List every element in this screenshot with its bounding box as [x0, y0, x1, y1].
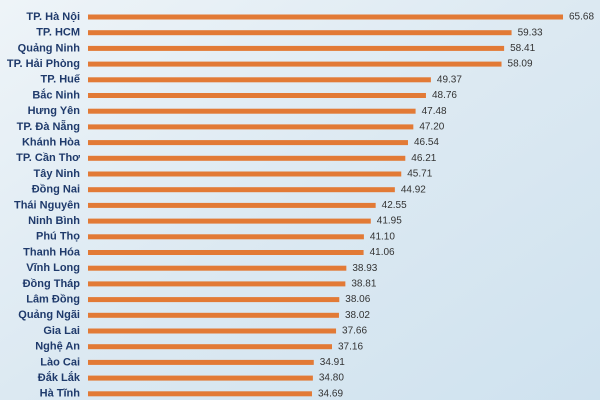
bar: [88, 265, 347, 271]
value-label: 38.93: [352, 263, 377, 274]
bar: [88, 202, 376, 208]
bar: [88, 281, 346, 287]
bar: [88, 234, 364, 240]
category-label: Vĩnh Long: [26, 262, 80, 274]
value-label: 37.66: [342, 326, 367, 337]
value-label: 37.16: [338, 341, 363, 352]
category-label: Quảng Ngãi: [18, 309, 80, 321]
category-label: Tây Ninh: [34, 168, 81, 180]
value-label: 34.80: [319, 373, 344, 384]
value-label: 46.54: [414, 137, 439, 148]
bar: [88, 375, 313, 381]
bar: [88, 45, 505, 51]
value-label: 65.68: [569, 12, 594, 23]
value-label: 34.91: [320, 357, 345, 368]
category-label: Hà Tĩnh: [40, 388, 81, 400]
value-label: 48.76: [432, 90, 457, 101]
bar: [88, 171, 402, 177]
bar: [88, 218, 371, 224]
value-label: 42.55: [382, 200, 407, 211]
category-label: Hưng Yên: [28, 105, 81, 117]
bar: [88, 140, 408, 146]
value-label: 46.21: [411, 153, 436, 164]
bar: [88, 250, 364, 255]
category-label: Bắc Ninh: [32, 88, 80, 101]
value-label: 59.33: [518, 27, 543, 38]
value-label: 38.06: [345, 294, 370, 305]
bar: [88, 297, 340, 303]
value-label: 45.71: [407, 169, 432, 180]
category-label: TP. Cần Thơ: [16, 152, 80, 164]
value-label: 41.06: [370, 247, 395, 258]
category-label: Lâm Đồng: [26, 294, 80, 306]
bar: [88, 391, 312, 397]
category-label: Đắk Lắk: [38, 371, 81, 384]
category-label: Gia Lai: [43, 325, 80, 337]
value-label: 41.95: [377, 216, 402, 227]
bar: [88, 14, 564, 20]
category-label: Phú Thọ: [36, 231, 80, 243]
bar: [88, 359, 314, 365]
category-label: Thanh Hóa: [23, 246, 81, 258]
category-label: TP. Huế: [40, 74, 80, 86]
category-label: Quảng Ninh: [18, 42, 81, 54]
bar: [88, 77, 431, 83]
category-label: Lào Cai: [40, 356, 80, 368]
category-label: Ninh Bình: [28, 215, 80, 227]
category-label: TP. Hà Nội: [26, 11, 80, 23]
value-label: 38.02: [345, 310, 370, 321]
bar: [88, 61, 502, 67]
bar: [88, 155, 406, 161]
category-label: Khánh Hòa: [22, 137, 81, 149]
bar: [88, 344, 332, 350]
value-label: 49.37: [437, 74, 462, 85]
value-label: 47.20: [419, 122, 444, 133]
value-label: 38.81: [351, 279, 376, 290]
category-label: TP. Đà Nẵng: [17, 120, 80, 133]
value-label: 41.10: [370, 231, 395, 242]
value-label: 44.92: [401, 184, 426, 195]
category-label: Đồng Tháp: [23, 278, 81, 290]
value-label: 34.69: [318, 388, 343, 399]
bar: [88, 187, 395, 193]
category-label: Thái Nguyên: [14, 199, 80, 211]
bar: [88, 328, 337, 334]
bar: [88, 108, 416, 114]
value-label: 47.48: [422, 106, 447, 117]
bar: [88, 124, 414, 130]
bar: [88, 30, 512, 36]
category-label: TP. HCM: [36, 27, 80, 39]
category-label: Đồng Nai: [32, 184, 80, 196]
value-label: 58.09: [508, 59, 533, 70]
bar: [88, 312, 339, 318]
category-label: TP. Hải Phòng: [7, 58, 80, 70]
bar: [88, 93, 426, 98]
value-label: 58.41: [510, 43, 535, 54]
category-label: Nghệ An: [35, 341, 80, 353]
